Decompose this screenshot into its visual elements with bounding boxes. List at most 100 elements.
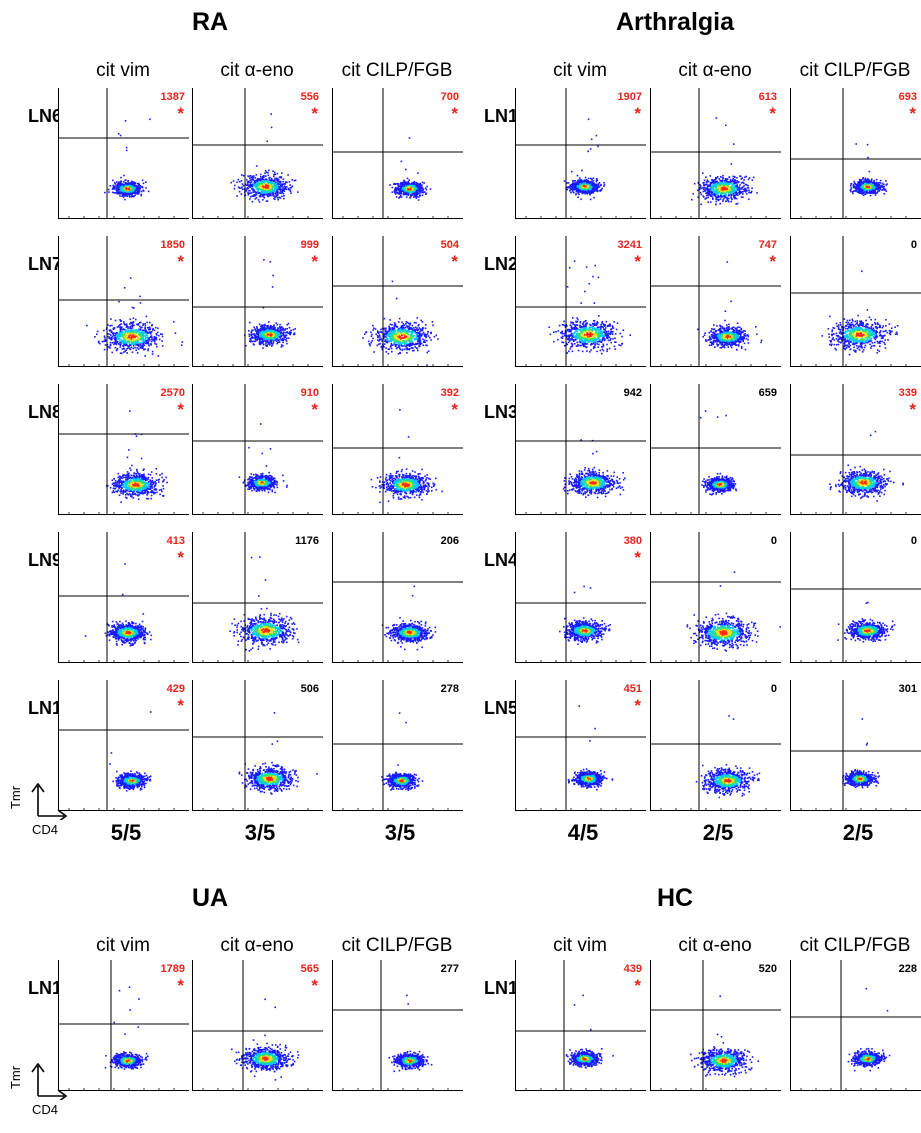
event-dot [271, 490, 273, 493]
event-dot [420, 191, 422, 194]
event-dot [416, 183, 418, 185]
event-dot [139, 475, 142, 478]
event-dot [274, 196, 276, 198]
event-dot [427, 350, 430, 352]
event-dot [109, 347, 111, 349]
event-dot [407, 330, 410, 332]
event-dot [117, 336, 120, 339]
event-dot [425, 336, 427, 339]
event-dot [154, 342, 156, 345]
event-dot [258, 341, 261, 344]
plot-panel: 504 * [332, 236, 463, 367]
event-dot [286, 331, 289, 333]
event-dot [376, 334, 379, 337]
event-dot [406, 181, 408, 184]
event-dot [129, 348, 132, 351]
event-dot [399, 328, 401, 331]
event-dot [413, 180, 416, 183]
event-dot [274, 198, 276, 201]
event-dot [409, 322, 412, 325]
event-dot [416, 347, 419, 350]
event-dot [385, 327, 387, 329]
event-dot [256, 180, 259, 183]
event-dot [125, 478, 128, 481]
event-dot [146, 482, 148, 484]
event-dot [119, 319, 121, 321]
event-dot [109, 325, 111, 327]
event-dot [146, 483, 149, 486]
event-dot [132, 475, 135, 477]
event-dot [261, 181, 263, 184]
event-dot [112, 490, 115, 492]
event-dot [279, 192, 281, 194]
event-dot [262, 347, 264, 349]
event-dot [422, 189, 424, 192]
event-dot [261, 185, 263, 187]
event-dot [131, 327, 134, 329]
event-dot [111, 324, 113, 327]
event-dot [273, 175, 275, 178]
event-dot [273, 173, 275, 176]
event-dot [280, 338, 283, 341]
event-dot [371, 340, 373, 342]
event-dot [384, 330, 386, 332]
event-dot [150, 491, 152, 493]
event-dot [140, 335, 143, 337]
event-dot [126, 183, 129, 186]
event-dot [417, 349, 419, 352]
event-dot [112, 187, 114, 189]
event-dot [290, 331, 292, 334]
event-dot [258, 182, 260, 184]
event-dot [133, 192, 135, 194]
event-dot [161, 340, 163, 342]
event-dot [107, 324, 109, 326]
event-dot [400, 332, 402, 334]
event-dot [125, 146, 128, 149]
event-dot [401, 334, 403, 336]
event-dot [287, 188, 290, 191]
event-dot [140, 480, 143, 483]
event-dot [391, 328, 393, 331]
event-dot [127, 188, 130, 190]
event-dot [107, 188, 110, 191]
event-dot [265, 178, 267, 180]
event-dot [272, 342, 274, 345]
event-dot [404, 348, 406, 350]
event-dot [372, 324, 374, 327]
event-dot [120, 192, 123, 195]
event-dot [156, 331, 159, 334]
event-dot [394, 345, 397, 348]
event-dot [112, 184, 114, 187]
event-dot [127, 184, 129, 186]
event-dot [145, 479, 147, 482]
event-dot [406, 186, 408, 189]
event-dot [269, 326, 271, 329]
event-dot [166, 481, 168, 484]
event-dot [251, 175, 254, 178]
event-dot [421, 181, 424, 184]
event-dot [257, 330, 260, 333]
event-dot [137, 338, 139, 340]
event-dot [415, 186, 417, 189]
event-dot [256, 186, 258, 189]
event-dot [124, 192, 126, 194]
event-dot [122, 196, 125, 198]
event-dot [127, 327, 129, 330]
event-dot [380, 328, 382, 331]
event-dot [409, 196, 412, 199]
event-dot [128, 343, 131, 345]
event-dot [403, 334, 406, 336]
event-dot [151, 353, 154, 355]
event-dot [138, 491, 140, 494]
event-dot [403, 324, 405, 326]
event-dot [404, 330, 407, 333]
event-dot [271, 187, 274, 190]
event-dot [276, 194, 279, 197]
event-dot [133, 489, 135, 492]
event-dot [139, 185, 142, 187]
event-dot [409, 339, 411, 341]
event-dot [266, 195, 269, 197]
event-dot [153, 340, 156, 343]
event-dot [267, 330, 270, 332]
event-dot [404, 190, 407, 193]
